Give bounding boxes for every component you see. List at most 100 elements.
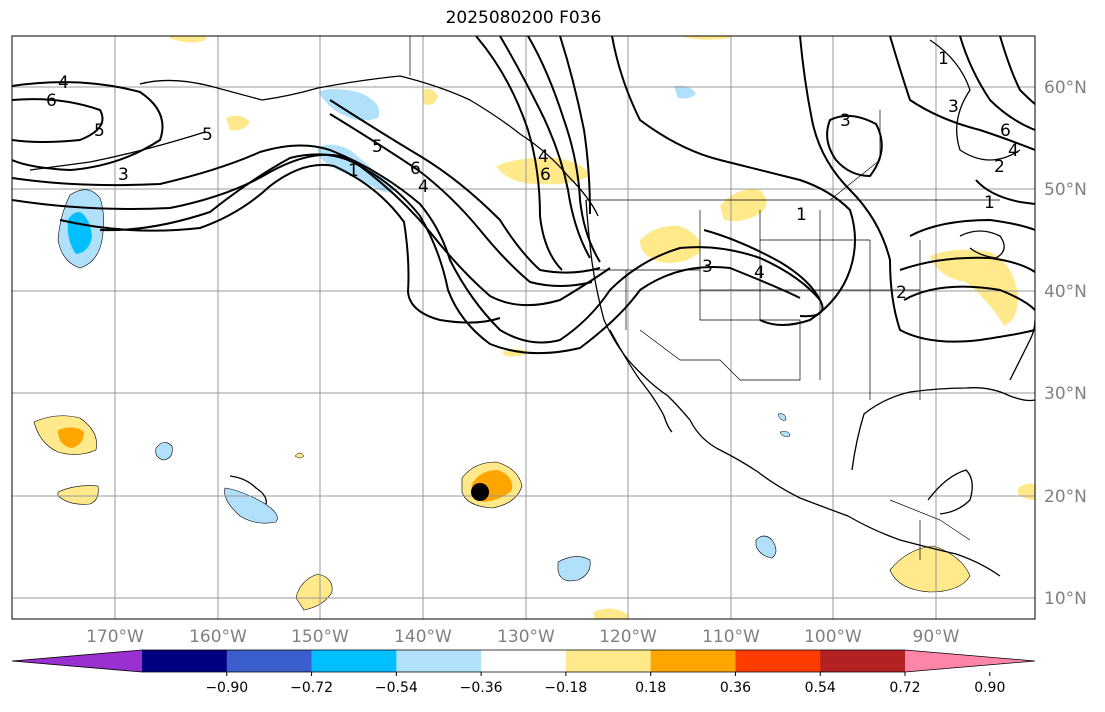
contour-line	[12, 81, 164, 172]
contour-label: 1	[796, 205, 807, 225]
pos-anomaly-area	[170, 36, 206, 43]
colorbar-segment	[142, 650, 228, 672]
neg-anomaly-area	[557, 556, 591, 582]
pos-anomaly-area	[294, 452, 305, 459]
contour-label: 1	[938, 49, 949, 69]
lat-tick-label: 10°N	[1044, 589, 1087, 609]
contour-label: 1	[984, 193, 995, 213]
contour-label: 4	[418, 177, 429, 197]
contour-line	[59, 163, 501, 324]
contour-label: 4	[538, 147, 549, 167]
contour-line	[12, 144, 824, 344]
pos-anomaly-area	[680, 36, 730, 40]
hawaii	[229, 475, 267, 505]
baja-peninsula	[609, 329, 673, 433]
neg-anomaly-area	[155, 442, 173, 461]
colorbar-tick-label: −0.90	[205, 680, 248, 696]
contour-line	[559, 36, 591, 215]
contour-line	[527, 36, 601, 263]
pos-anomaly-area	[226, 115, 250, 131]
longitude-ticks: 170°W 160°W 150°W 140°W 130°W 120°W 110°…	[86, 627, 960, 647]
alaska-coast	[139, 75, 599, 217]
neg-anomaly-area	[779, 431, 791, 437]
hudson-bay	[929, 39, 1021, 161]
colorbar-segment	[565, 650, 652, 672]
pos-anomaly-area	[889, 545, 971, 593]
contour-label: 3	[702, 257, 713, 277]
graticule	[12, 36, 1035, 619]
lat-tick-label: 50°N	[1044, 180, 1087, 200]
colorbar-tick-label: −0.18	[544, 680, 587, 696]
colorbar-segment	[396, 650, 482, 672]
lat-tick-label: 20°N	[1044, 487, 1087, 507]
map-background	[12, 36, 1035, 619]
contour-label: 1	[348, 161, 359, 181]
contour-label: 5	[94, 121, 105, 141]
colorbar-extend-high	[905, 650, 1035, 672]
lon-tick-label: 120°W	[599, 627, 657, 647]
colorbar-tick-label: −0.36	[460, 680, 503, 696]
contour-label: 6	[540, 165, 551, 185]
gulf-coast	[851, 387, 1035, 471]
colorbar-tick-label: 0.18	[635, 680, 666, 696]
west-coast	[585, 199, 1001, 577]
contour-label: 5	[202, 125, 213, 145]
contour-label: 3	[118, 165, 129, 185]
contour-line	[959, 36, 1035, 131]
map-title: 2025080200 F036	[445, 8, 602, 28]
contour-line	[975, 179, 1035, 205]
contour-label: 3	[840, 111, 851, 131]
colorbar-tick-label: 0.90	[974, 680, 1005, 696]
colorbar-tick-label: 0.72	[889, 680, 920, 696]
lon-tick-label: 150°W	[291, 627, 349, 647]
contour-line	[99, 153, 611, 307]
contour-line	[903, 285, 1035, 311]
neg-anomaly-area	[777, 413, 787, 421]
colorbar-tick-label: 0.36	[720, 680, 751, 696]
shaded-anomaly-layer	[33, 36, 1035, 619]
contour-line	[475, 36, 563, 271]
contour-line	[611, 36, 856, 326]
pos-anomaly-area	[422, 88, 438, 105]
lon-tick-label: 100°W	[804, 627, 862, 647]
contour-line	[889, 36, 1035, 151]
contour-label: 5	[372, 137, 383, 157]
lon-tick-label: 160°W	[189, 627, 247, 647]
colorbar-tick-label: −0.72	[290, 680, 333, 696]
contour-label: 6	[46, 91, 57, 111]
contour-line	[799, 36, 1035, 343]
contour-label: 4	[754, 263, 765, 283]
yucatan	[927, 469, 973, 515]
great-lakes	[959, 230, 1005, 259]
contour-line	[12, 98, 104, 143]
contour-line	[999, 36, 1035, 105]
neg-anomaly-area	[674, 85, 696, 99]
colorbar-segment	[650, 650, 736, 672]
lon-tick-label: 110°W	[702, 627, 760, 647]
pos-anomaly-area	[295, 573, 333, 611]
contour-label: 2	[896, 283, 907, 303]
colorbar: −0.90 −0.72 −0.54 −0.36 −0.18 0.18 0.36 0.54 0.7…	[11, 649, 1036, 696]
aleutian-islands	[29, 131, 206, 171]
storm-center-marker	[471, 483, 489, 501]
pos-anomaly-area	[57, 485, 99, 505]
contour-line	[499, 36, 591, 259]
contour-label: 4	[58, 73, 69, 93]
map-frame	[11, 35, 1036, 620]
lon-tick-label: 140°W	[394, 627, 452, 647]
colorbar-segment	[311, 650, 397, 672]
pos-anomaly-area	[594, 608, 628, 619]
contour-line	[329, 113, 593, 287]
pos-anomaly-area	[496, 157, 590, 185]
contour-lines	[12, 36, 1035, 355]
colorbar-segment	[226, 650, 313, 672]
lon-tick-label: 170°W	[86, 627, 144, 647]
lon-tick-label: 130°W	[497, 627, 555, 647]
lat-tick-label: 40°N	[1044, 282, 1087, 302]
contour-line	[12, 153, 801, 355]
lat-tick-label: 60°N	[1044, 78, 1087, 98]
neg-anomaly-area	[318, 89, 380, 121]
contour-line	[703, 229, 821, 301]
colorbar-segment	[820, 650, 906, 672]
